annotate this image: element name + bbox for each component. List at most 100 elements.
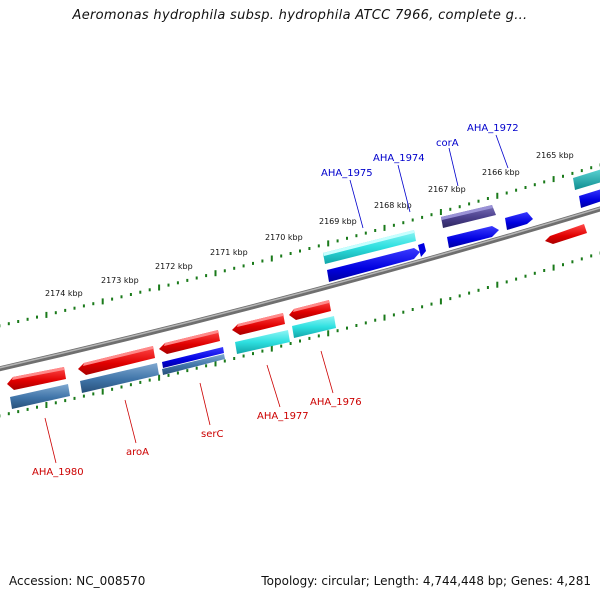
- scale-tick: [158, 374, 161, 381]
- scale-tick: [533, 183, 536, 187]
- gene-label-aha-1980: AHA_1980: [32, 467, 84, 478]
- scale-tick: [280, 344, 283, 348]
- scale-tick: [223, 359, 226, 363]
- scale-tick: [486, 197, 489, 200]
- scale-tick: [280, 254, 283, 258]
- scale-tick: [252, 352, 254, 356]
- gene-labels: AHA_1975 AHA_1974 corA AHA_1972 AHA_1980…: [32, 123, 519, 478]
- scale-tick: [327, 330, 330, 337]
- gene-feature-serc-alt: [162, 354, 225, 375]
- scale-tick: [458, 205, 461, 209]
- scale-tick: [120, 295, 123, 299]
- map-title: Aeromonas hydrophila subsp. hydrophila A…: [72, 8, 528, 23]
- scale-tick: [571, 260, 574, 264]
- gene-label-cora: corA: [436, 138, 459, 149]
- scale-tick: [111, 387, 114, 391]
- scale-tick: [439, 298, 442, 305]
- scale-tick: [299, 249, 301, 253]
- scale-tick: [158, 284, 161, 291]
- gene-label-serc: serC: [201, 429, 223, 440]
- scale-tick: [411, 308, 414, 311]
- scale-tick: [36, 315, 38, 319]
- inner-tick-ring: [0, 251, 600, 418]
- scale-tick: [252, 261, 254, 265]
- scale-tick: [111, 297, 114, 301]
- scale-tick: [120, 385, 123, 389]
- scale-label: 2169 kbp: [319, 217, 357, 226]
- scale-tick: [17, 410, 20, 414]
- gene-feature-aha-1980-alt: [10, 384, 70, 409]
- scale-tick: [486, 286, 489, 289]
- gene-feature-partial-right: [573, 169, 600, 190]
- scale-tick: [580, 169, 583, 173]
- scale-tick: [101, 388, 104, 395]
- scale-tick: [421, 215, 424, 219]
- scale-tick: [195, 366, 198, 370]
- scale-tick: [327, 240, 330, 247]
- gene-feature-aha-1977-alt: [235, 330, 290, 354]
- gene-feature-aha-1972: [505, 212, 533, 230]
- scale-tick: [214, 360, 217, 367]
- scale-tick: [458, 294, 461, 298]
- scale-tick: [186, 369, 189, 373]
- scale-tick: [552, 176, 555, 183]
- scale-tick: [129, 383, 132, 387]
- scale-label: 2167 kbp: [428, 185, 466, 194]
- scale-tick: [129, 293, 132, 296]
- scale-tick: [449, 207, 452, 211]
- scale-tick: [64, 399, 67, 403]
- scale-tick: [439, 209, 442, 215]
- scale-label: 2170 kbp: [265, 233, 303, 242]
- scale-tick: [374, 229, 377, 232]
- scale-tick: [148, 378, 151, 382]
- scale-tick: [242, 264, 245, 268]
- scale-tick: [505, 280, 508, 284]
- scale-tick: [430, 302, 433, 306]
- gene-label-aha-1974: AHA_1974: [373, 153, 425, 164]
- scale-tick: [101, 298, 104, 305]
- scale-tick: [590, 254, 593, 258]
- scale-tick: [317, 334, 320, 338]
- gene-feature-aha-1975: [323, 230, 416, 264]
- gene-feature-aha-1980: [7, 367, 66, 390]
- scale-tick: [139, 380, 142, 384]
- gene-feature-aha-1975-cds: [327, 248, 420, 282]
- scale-tick: [383, 224, 386, 231]
- scale-tick: [364, 321, 367, 325]
- scale-tick: [392, 223, 395, 227]
- scale-tick: [496, 192, 499, 199]
- scale-label: 2165 kbp: [536, 151, 574, 160]
- scale-tick: [590, 166, 593, 170]
- scale-tick: [355, 234, 358, 238]
- scale-tick: [449, 297, 452, 301]
- scale-tick: [7, 322, 10, 326]
- scale-tick: [167, 373, 170, 377]
- scale-tick: [355, 324, 358, 327]
- scale-tick: [468, 202, 471, 206]
- scale-tick: [496, 281, 499, 288]
- scale-tick: [64, 308, 67, 312]
- scale-tick: [45, 402, 48, 408]
- scale-tick: [36, 405, 38, 409]
- scale-tick: [82, 394, 85, 398]
- scale-tick: [468, 291, 471, 295]
- scale-tick: [176, 281, 179, 285]
- scale-tick: [214, 270, 217, 277]
- scale-tick: [346, 236, 348, 240]
- scale-tick: [242, 354, 245, 358]
- scale-tick: [421, 305, 424, 309]
- scale-tick: [430, 213, 433, 217]
- scale-tick: [289, 252, 292, 255]
- scale-tick: [524, 274, 527, 278]
- scale-tick: [233, 266, 236, 270]
- scale-label: 2168 kbp: [374, 201, 412, 210]
- scale-tick: [54, 401, 57, 405]
- gene-feature-partial-right-cds: [579, 189, 600, 208]
- gene-feature-aroa: [78, 346, 155, 375]
- label-leaders: [44, 134, 509, 464]
- gene-label-aha-1977: AHA_1977: [257, 411, 309, 422]
- scale-tick: [26, 317, 29, 321]
- scale-tick: [261, 259, 264, 263]
- scale-tick: [299, 339, 301, 343]
